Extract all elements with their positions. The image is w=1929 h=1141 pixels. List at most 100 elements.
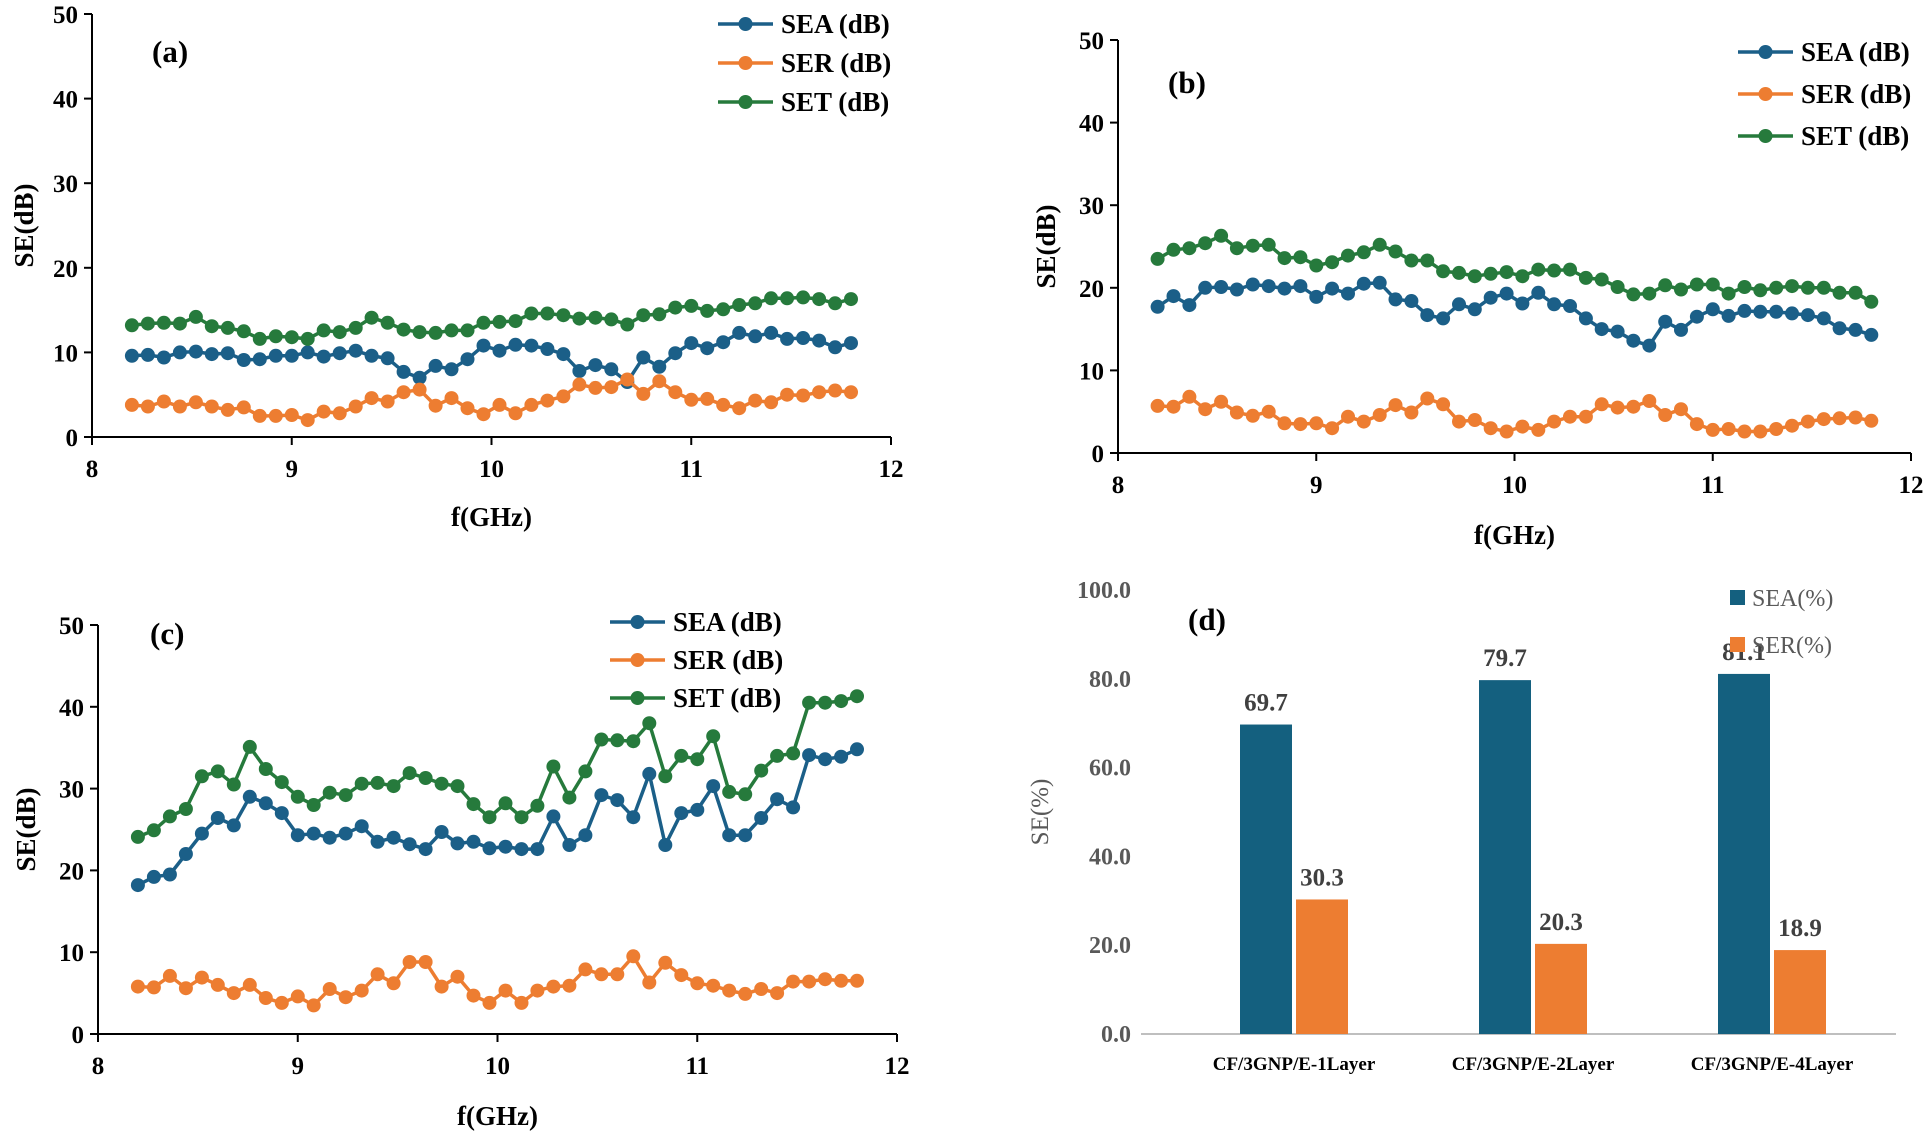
sea-point xyxy=(1467,302,1482,317)
ser-point xyxy=(572,377,587,392)
ser-point xyxy=(610,967,625,982)
ser-point xyxy=(386,976,401,991)
sea-point xyxy=(194,826,209,841)
sea-point xyxy=(178,847,193,861)
sea-point xyxy=(492,343,507,358)
sea-point xyxy=(610,793,625,808)
legend-label: SEA (dB) xyxy=(673,607,782,637)
sea-point xyxy=(402,837,417,852)
sea-point xyxy=(1356,276,1371,291)
ser-point xyxy=(268,408,283,423)
set-point xyxy=(706,729,721,744)
set-point xyxy=(1341,248,1355,263)
sea-point xyxy=(140,347,155,362)
x-tick-label: 8 xyxy=(86,456,99,483)
x-tick-label: 9 xyxy=(286,456,299,483)
ser-point xyxy=(492,397,507,412)
sea-point xyxy=(844,336,858,351)
category-label: CF/3GNP/E-1Layer xyxy=(1213,1054,1376,1075)
set-point xyxy=(268,329,283,344)
ser-point xyxy=(1785,418,1799,433)
set-point xyxy=(444,323,459,338)
sea-point xyxy=(572,364,587,378)
ser-point xyxy=(316,404,331,419)
ser-point xyxy=(844,385,858,400)
ser-point xyxy=(140,399,155,414)
ser-point xyxy=(1277,416,1292,431)
sea-point xyxy=(498,839,513,854)
set-point xyxy=(1531,262,1546,277)
x-tick-label: 9 xyxy=(1310,472,1323,499)
sea-point xyxy=(306,826,321,841)
ser-point xyxy=(754,982,769,996)
legend-label: SET (dB) xyxy=(673,683,781,713)
set-point xyxy=(562,790,577,805)
x-axis-title: f(GHz) xyxy=(451,502,532,532)
legend-item-set: SET (dB) xyxy=(1738,121,1909,151)
sea-point xyxy=(588,358,603,373)
set-point xyxy=(572,311,587,326)
set-point xyxy=(850,689,864,704)
ser-point xyxy=(284,408,299,422)
y-tick-label: 0 xyxy=(66,425,79,452)
sea-point xyxy=(1166,289,1181,304)
set-point xyxy=(322,785,337,800)
ser-point xyxy=(1229,405,1244,420)
set-point xyxy=(1467,269,1482,284)
ser-point xyxy=(306,998,321,1013)
sea-point xyxy=(444,362,459,377)
set-point xyxy=(300,331,315,346)
ser-point xyxy=(812,385,827,400)
sea-point xyxy=(172,345,187,360)
ser-point xyxy=(748,393,763,408)
set-point xyxy=(226,777,241,792)
sea-point xyxy=(770,792,785,807)
ser-point xyxy=(780,387,795,402)
sea-point xyxy=(1848,322,1863,337)
ser-point xyxy=(1388,398,1403,413)
ser-point xyxy=(434,979,449,994)
sea-point xyxy=(802,748,817,763)
ser-point xyxy=(370,967,385,982)
sea-point xyxy=(1753,304,1768,319)
set-point xyxy=(1674,282,1688,297)
y-axis-title: SE(dB) xyxy=(11,787,41,871)
sea-point xyxy=(1325,281,1340,296)
set-point xyxy=(1785,279,1799,294)
sea-point xyxy=(652,359,667,374)
ser-point xyxy=(588,380,603,395)
set-point xyxy=(684,298,699,313)
data-label: 20.3 xyxy=(1539,909,1583,936)
y-tick-label: 20 xyxy=(59,858,84,885)
y-tick-label: 40 xyxy=(1079,111,1104,138)
set-point xyxy=(802,695,817,710)
ser-point xyxy=(258,991,273,1005)
ser-point xyxy=(1372,408,1387,422)
ser-point xyxy=(460,401,475,416)
ser-point xyxy=(604,380,619,395)
set-point xyxy=(188,309,203,324)
set-line xyxy=(137,694,858,839)
sea-point xyxy=(1642,338,1657,353)
y-tick-label: 60.0 xyxy=(1089,756,1131,782)
set-point xyxy=(1594,272,1609,287)
sea-point xyxy=(1452,297,1466,312)
sea-point xyxy=(530,842,545,857)
sea-point xyxy=(466,834,481,849)
sea-point xyxy=(1214,280,1229,294)
bar-group: 79.7 20.3 CF/3GNP/E-2Layer xyxy=(1452,645,1615,1075)
ser-point xyxy=(1293,417,1308,432)
sea-point xyxy=(130,878,145,893)
ser-point xyxy=(1658,408,1673,422)
legend-label: SER (dB) xyxy=(673,645,783,675)
set-point xyxy=(658,769,673,784)
sea-point xyxy=(732,325,747,340)
y-tick-label: 0 xyxy=(72,1022,85,1049)
sea-point xyxy=(668,346,683,361)
ser-point xyxy=(172,399,187,414)
ser-point xyxy=(124,397,139,412)
ser-point xyxy=(1563,409,1577,424)
sea-point xyxy=(1531,285,1546,300)
ser-point xyxy=(322,982,337,996)
ser-point xyxy=(482,995,497,1010)
